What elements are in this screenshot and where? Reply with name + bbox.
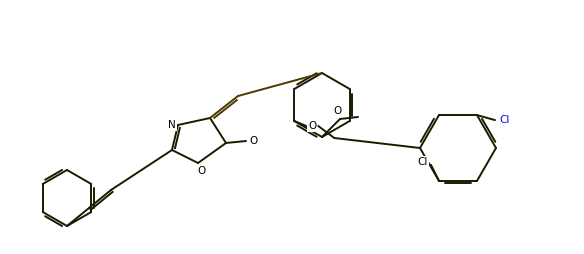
Text: N: N bbox=[168, 120, 176, 130]
Text: Cl: Cl bbox=[418, 157, 428, 167]
Text: O: O bbox=[197, 166, 205, 176]
Text: O: O bbox=[308, 121, 317, 131]
Text: Cl: Cl bbox=[500, 115, 510, 125]
Text: O: O bbox=[250, 136, 258, 146]
Text: O: O bbox=[334, 106, 342, 116]
